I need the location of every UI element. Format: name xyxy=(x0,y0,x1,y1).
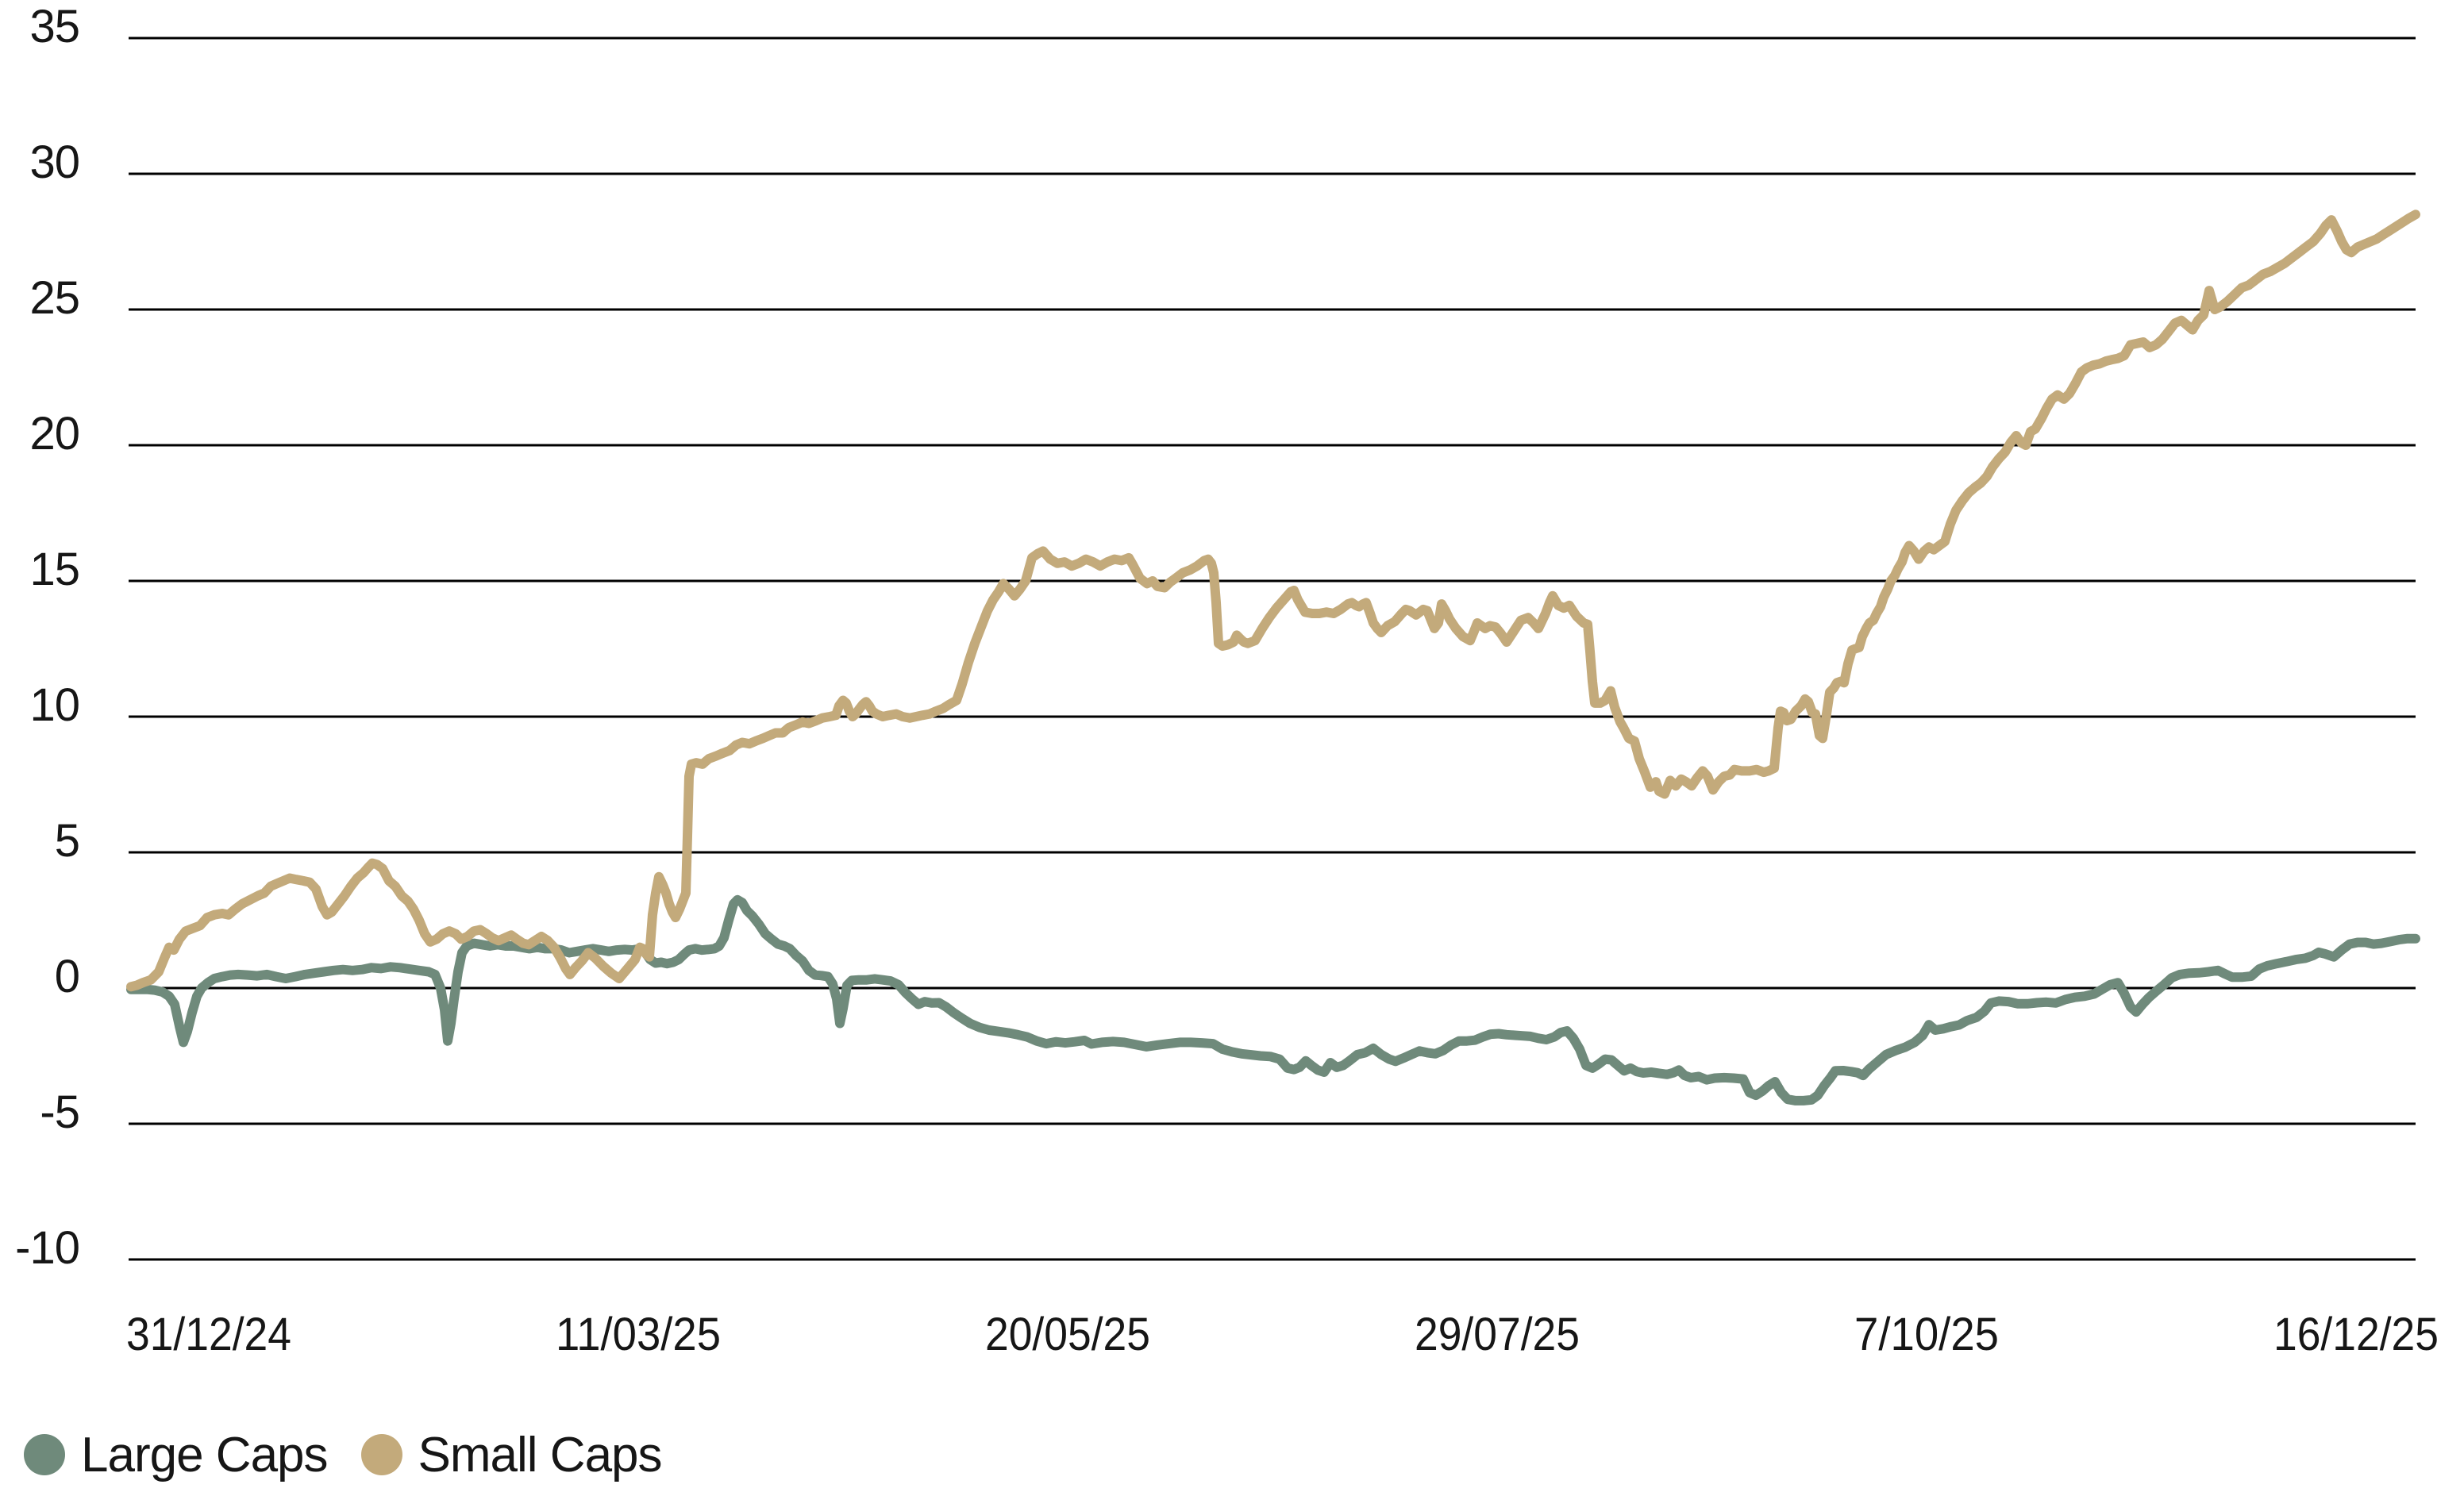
y-axis-tick-label: 20 xyxy=(29,408,79,460)
x-axis-tick-label: 31/12/24 xyxy=(126,1309,291,1360)
legend-item-large-caps: Large Caps xyxy=(24,1427,329,1483)
y-axis-tick-label: 30 xyxy=(29,137,79,188)
series-line-large-caps xyxy=(126,894,2420,1106)
y-axis-tick-label: 35 xyxy=(29,1,79,52)
series-line-small-caps xyxy=(126,210,2420,992)
legend-item-small-caps: Small Caps xyxy=(360,1427,663,1483)
x-axis-tick-label: 11/03/25 xyxy=(556,1309,721,1360)
chart-legend: Large Caps Small Caps xyxy=(24,1427,663,1483)
x-axis-tick-label: 7/10/25 xyxy=(1854,1309,1999,1360)
y-axis-tick-label: 10 xyxy=(29,679,79,731)
large-caps-color-dot-icon xyxy=(24,1434,65,1475)
y-axis-tick-label: -10 xyxy=(15,1222,79,1274)
x-axis-tick-label: 29/07/25 xyxy=(1415,1309,1580,1360)
y-axis-tick-label: 0 xyxy=(55,951,79,1002)
small-caps-color-dot-icon xyxy=(360,1434,402,1475)
x-axis-tick-label: 20/05/25 xyxy=(985,1309,1150,1360)
x-axis-tick-label: 16/12/25 xyxy=(2273,1309,2439,1360)
legend-label-large-caps: Large Caps xyxy=(81,1427,329,1482)
y-axis-tick-label: 15 xyxy=(29,544,79,595)
legend-label-small-caps: Small Caps xyxy=(418,1427,663,1482)
y-axis-tick-label: 25 xyxy=(29,272,79,324)
y-axis-tick-label: -5 xyxy=(40,1086,79,1138)
y-axis-tick-label: 5 xyxy=(55,815,79,867)
